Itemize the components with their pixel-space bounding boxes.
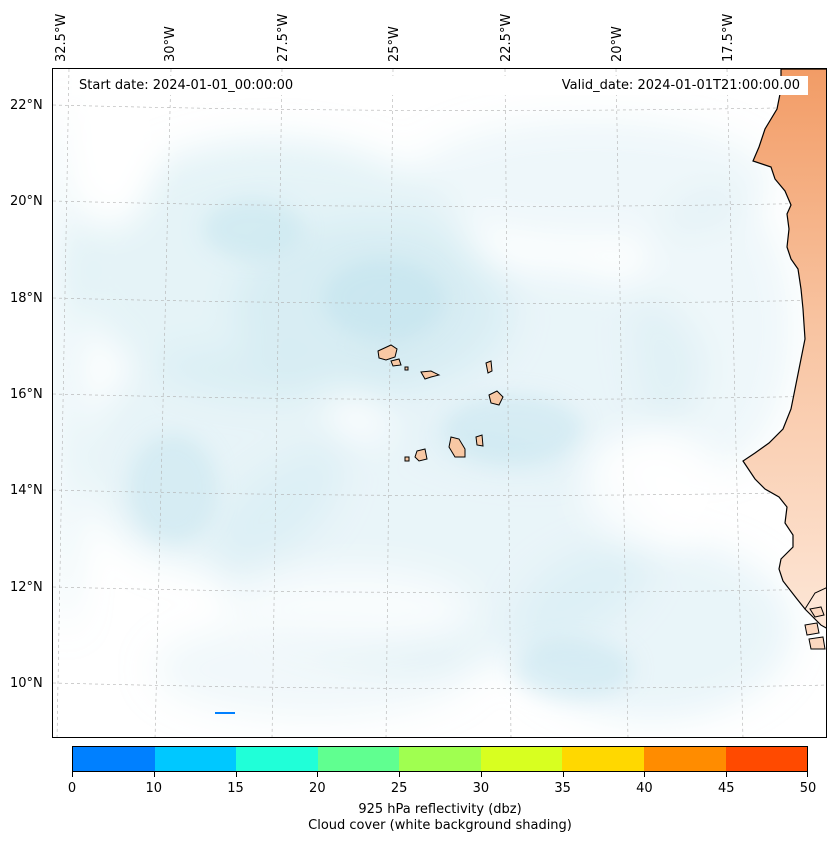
lon-label-25w: 25°W <box>387 26 402 62</box>
colorbar-tick-label-6: 35 <box>554 781 571 796</box>
lat-label-18n: 18°N <box>10 291 43 306</box>
colorbar-tick-6 <box>562 772 564 777</box>
date-info-box: Start date: 2024-01-01_00:00:00 Valid_da… <box>72 76 808 95</box>
start-date-label: Start date: 2024-01-01_00:00:00 <box>79 78 294 93</box>
colorbar-segment-0 <box>73 747 155 771</box>
colorbar-title: 925 hPa reflectivity (dbz) Cloud cover (… <box>72 802 808 834</box>
island-brava <box>404 456 410 462</box>
cloud-cover-shading <box>53 69 826 737</box>
lon-label-17-5w: 17.5°W <box>721 13 736 62</box>
colorbar-segment-5 <box>480 747 563 771</box>
lon-label-27-5w: 27.5°W <box>276 13 291 62</box>
cape-verde-islands <box>377 344 504 462</box>
island-santiago <box>448 436 466 458</box>
valid-date-label: Valid_date: 2024-01-01T21:00:00.00 <box>561 78 800 93</box>
bijagos-island-2 <box>804 622 820 636</box>
island-santo-antao <box>377 344 398 361</box>
island-sao-nicolau <box>420 370 441 380</box>
colorbar-tick-0 <box>72 772 73 777</box>
colorbar-tick-2 <box>235 772 237 777</box>
lat-label-12n: 12°N <box>10 580 43 595</box>
colorbar-tick-9 <box>807 772 808 777</box>
lat-label-14n: 14°N <box>10 483 43 498</box>
island-fogo <box>414 448 428 462</box>
colorbar-tick-8 <box>726 772 728 777</box>
colorbar-tick-label-8: 45 <box>717 781 735 796</box>
colorbar-segment-2 <box>236 747 318 771</box>
colorbar-segment-7 <box>643 747 726 771</box>
colorbar-segment-3 <box>317 747 400 771</box>
lon-label-32-5w: 32.5°W <box>54 13 69 62</box>
island-santa-luzia <box>404 366 409 371</box>
colorbar-tick-4 <box>399 772 401 777</box>
reflectivity-colorbar <box>72 746 808 772</box>
map-panel[interactable] <box>52 68 827 738</box>
lat-label-10n: 10°N <box>10 676 43 691</box>
colorbar-tick-label-1: 10 <box>145 781 163 796</box>
lat-label-22n: 22°N <box>10 98 43 113</box>
colorbar-tick-1 <box>153 772 155 777</box>
colorbar-segment-1 <box>154 747 237 771</box>
colorbar-tick-5 <box>480 772 482 777</box>
island-maio <box>475 434 484 447</box>
lat-label-20n: 20°N <box>10 194 43 209</box>
island-boa-vista <box>488 390 504 406</box>
island-sao-vicente <box>390 358 402 367</box>
colorbar-tick-7 <box>644 772 646 777</box>
colorbar-tick-label-5: 30 <box>472 781 490 796</box>
bijagos-island-3 <box>808 636 826 650</box>
reflectivity-echo <box>215 712 235 714</box>
bijagos-island-1 <box>809 606 825 618</box>
map-canvas <box>53 69 826 737</box>
colorbar-segment-6 <box>562 747 644 771</box>
lon-label-30w: 30°W <box>163 26 178 62</box>
colorbar-label: 925 hPa reflectivity (dbz) <box>358 802 522 817</box>
colorbar-tick-label-9: 50 <box>799 781 817 796</box>
lat-label-16n: 16°N <box>10 387 43 402</box>
island-sal <box>485 360 493 374</box>
colorbar-segment-8 <box>725 747 808 771</box>
colorbar-tick-label-2: 15 <box>227 781 244 796</box>
colorbar-segment-4 <box>399 747 481 771</box>
colorbar-tick-label-7: 40 <box>636 781 653 796</box>
colorbar-sublabel: Cloud cover (white background shading) <box>308 818 572 833</box>
lon-label-22-5w: 22.5°W <box>499 13 514 62</box>
lon-label-20w: 20°W <box>610 26 625 62</box>
africa-mainland <box>742 69 826 629</box>
colorbar-tick-label-4: 25 <box>390 781 408 796</box>
graticule <box>53 69 826 737</box>
colorbar-tick-label-3: 20 <box>309 781 326 796</box>
colorbar-tick-3 <box>317 772 319 777</box>
colorbar-ticks: 0 10 15 20 25 30 35 40 45 50 <box>68 772 816 796</box>
colorbar-tick-label-0: 0 <box>67 781 77 796</box>
